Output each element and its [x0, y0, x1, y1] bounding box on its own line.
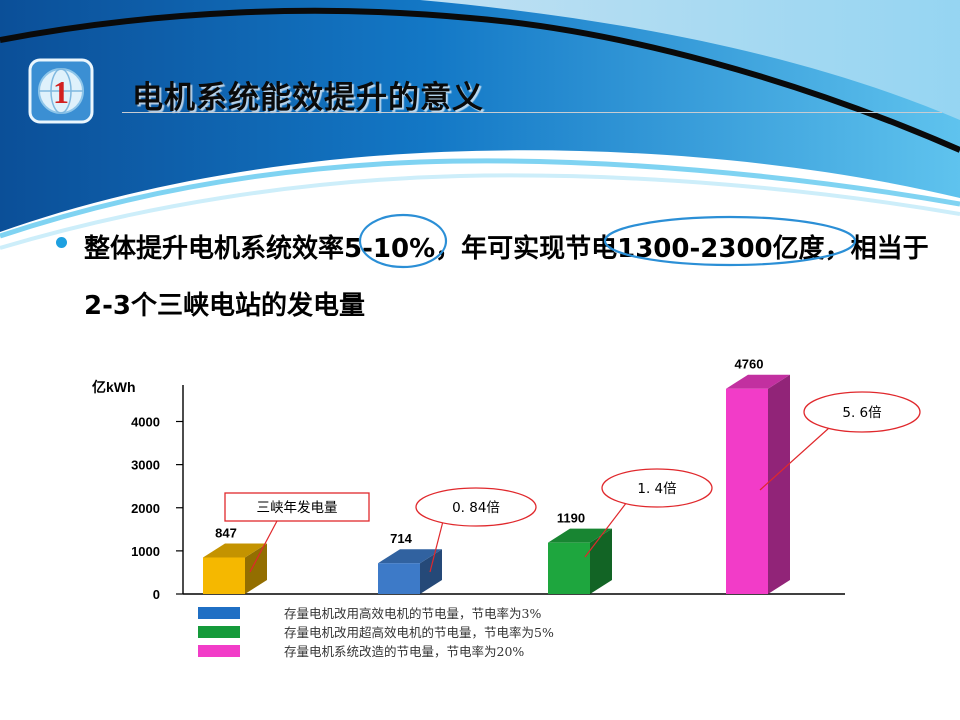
bar-side — [768, 374, 790, 594]
slide-title: 电机系统能效提升的意义 — [132, 80, 484, 116]
y-axis-label: 亿kWh — [92, 379, 136, 395]
highlight-circle-efficiency — [358, 213, 448, 269]
bar — [378, 563, 420, 594]
callout-leader-line — [759, 426, 831, 491]
callout-label: 三峡年发电量 — [257, 500, 338, 516]
bar — [203, 557, 245, 594]
legend-label: 存量电机改用高效电机的节电量，节电率为3% — [284, 606, 541, 621]
callout-ellipse — [601, 468, 713, 508]
callout-box — [224, 492, 370, 522]
y-tick-label: 3000 — [131, 458, 160, 473]
bar-top — [726, 374, 790, 389]
highlight-circle-savings — [603, 215, 857, 267]
bar-side — [245, 543, 267, 594]
bar-value-label: 1190 — [557, 511, 585, 526]
legend-swatch — [198, 626, 240, 638]
y-tick-label: 0 — [153, 587, 160, 602]
bar-value-label: 847 — [215, 525, 237, 540]
legend-label: 存量电机系统改造的节电量，节电率为20% — [284, 644, 524, 659]
bar — [726, 388, 768, 594]
legend-swatch — [198, 645, 240, 657]
callout-leader-line — [429, 521, 444, 573]
callout-leader-line — [249, 520, 278, 573]
bar-top — [203, 543, 267, 558]
callout-label: 0. 84倍 — [452, 500, 500, 516]
bar-side — [590, 528, 612, 594]
callout-ellipse — [803, 391, 921, 433]
bar-top — [548, 528, 612, 543]
legend-label: 存量电机改用超高效电机的节电量，节电率为5% — [284, 625, 554, 640]
bar-value-label: 4760 — [735, 357, 764, 372]
callout-leader-line — [584, 501, 628, 558]
callout-label: 5. 6倍 — [842, 405, 881, 421]
bullet-text: 整体提升电机系统效率5-10%，年可实现节电1300-2300亿度，相当于2-3… — [84, 234, 929, 321]
bar-top — [378, 549, 442, 564]
bullet-dot-icon — [56, 237, 67, 248]
y-tick-label: 2000 — [131, 501, 160, 516]
section-number-badge-icon: 1 — [28, 58, 94, 124]
bar — [548, 542, 590, 594]
callout-ellipse — [415, 487, 537, 527]
callout-label: 1. 4倍 — [637, 481, 676, 497]
legend-swatch — [198, 607, 240, 619]
header-banner — [0, 0, 960, 250]
bar-side — [420, 549, 442, 594]
badge-number: 1 — [53, 74, 69, 110]
bar-value-label: 714 — [390, 531, 412, 546]
y-tick-label: 4000 — [131, 415, 160, 430]
y-tick-label: 1000 — [131, 544, 160, 559]
title-divider — [122, 112, 942, 113]
